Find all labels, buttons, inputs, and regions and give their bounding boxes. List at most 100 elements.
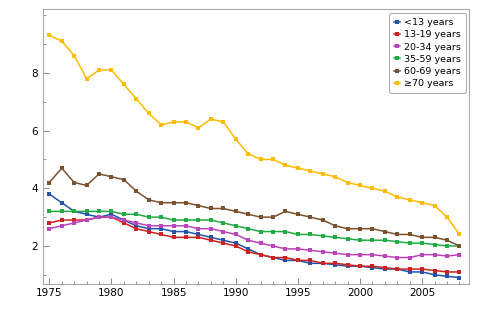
13-19 years <box>71 218 77 222</box>
60-69 years <box>233 209 239 213</box>
60-69 years <box>46 180 52 184</box>
35-59 years <box>382 238 388 242</box>
13-19 years <box>159 232 164 236</box>
13-19 years <box>171 235 176 239</box>
20-34 years <box>171 224 176 228</box>
60-69 years <box>332 224 338 228</box>
35-59 years <box>46 209 52 213</box>
<13 years <box>121 218 127 222</box>
60-69 years <box>171 201 176 205</box>
60-69 years <box>295 212 301 216</box>
<13 years <box>159 227 164 231</box>
≥70 years <box>84 77 90 81</box>
≥70 years <box>258 158 263 161</box>
13-19 years <box>295 259 301 262</box>
35-59 years <box>171 218 176 222</box>
13-19 years <box>195 235 201 239</box>
<13 years <box>96 215 102 219</box>
35-59 years <box>444 244 450 248</box>
60-69 years <box>320 218 326 222</box>
≥70 years <box>308 169 313 173</box>
≥70 years <box>320 172 326 176</box>
<13 years <box>146 227 152 231</box>
≥70 years <box>382 189 388 193</box>
13-19 years <box>146 230 152 233</box>
≥70 years <box>183 120 189 124</box>
20-34 years <box>220 230 226 233</box>
60-69 years <box>195 204 201 208</box>
60-69 years <box>59 166 65 170</box>
≥70 years <box>195 126 201 129</box>
20-34 years <box>320 250 326 254</box>
20-34 years <box>134 221 139 225</box>
35-59 years <box>195 218 201 222</box>
60-69 years <box>159 201 164 205</box>
35-59 years <box>71 209 77 213</box>
60-69 years <box>345 227 351 231</box>
20-34 years <box>382 254 388 258</box>
<13 years <box>283 259 288 262</box>
<13 years <box>258 253 263 256</box>
20-34 years <box>332 251 338 255</box>
<13 years <box>134 224 139 228</box>
13-19 years <box>233 244 239 248</box>
35-59 years <box>96 209 102 213</box>
20-34 years <box>456 253 462 256</box>
≥70 years <box>332 175 338 179</box>
≥70 years <box>159 123 164 127</box>
<13 years <box>370 266 376 270</box>
35-59 years <box>320 234 326 238</box>
60-69 years <box>407 232 412 236</box>
35-59 years <box>59 209 65 213</box>
≥70 years <box>370 186 376 190</box>
20-34 years <box>59 224 65 228</box>
<13 years <box>208 235 214 239</box>
60-69 years <box>419 235 425 239</box>
13-19 years <box>444 270 450 274</box>
60-69 years <box>370 227 376 231</box>
<13 years <box>456 276 462 280</box>
≥70 years <box>146 112 152 115</box>
≥70 years <box>121 83 127 86</box>
20-34 years <box>146 224 152 228</box>
<13 years <box>59 201 65 205</box>
≥70 years <box>419 201 425 205</box>
Line: ≥70 years: ≥70 years <box>47 33 462 237</box>
35-59 years <box>456 244 462 248</box>
35-59 years <box>84 209 90 213</box>
35-59 years <box>270 230 276 233</box>
<13 years <box>295 259 301 262</box>
35-59 years <box>245 227 251 231</box>
<13 years <box>432 273 437 277</box>
13-19 years <box>208 238 214 242</box>
60-69 years <box>183 201 189 205</box>
≥70 years <box>71 54 77 58</box>
20-34 years <box>270 244 276 248</box>
13-19 years <box>332 261 338 265</box>
13-19 years <box>59 218 65 222</box>
35-59 years <box>134 212 139 216</box>
<13 years <box>345 264 351 268</box>
35-59 years <box>220 221 226 225</box>
<13 years <box>46 192 52 196</box>
20-34 years <box>245 238 251 242</box>
20-34 years <box>295 247 301 251</box>
20-34 years <box>283 247 288 251</box>
<13 years <box>84 212 90 216</box>
20-34 years <box>357 253 363 256</box>
35-59 years <box>345 237 351 241</box>
13-19 years <box>283 256 288 260</box>
Legend: <13 years, 13-19 years, 20-34 years, 35-59 years, 60-69 years, ≥70 years: <13 years, 13-19 years, 20-34 years, 35-… <box>389 13 466 93</box>
20-34 years <box>159 224 164 228</box>
35-59 years <box>419 241 425 245</box>
35-59 years <box>159 215 164 219</box>
<13 years <box>71 209 77 213</box>
13-19 years <box>109 215 114 219</box>
<13 years <box>245 247 251 251</box>
20-34 years <box>109 215 114 219</box>
≥70 years <box>407 198 412 202</box>
20-34 years <box>46 227 52 231</box>
60-69 years <box>208 207 214 210</box>
60-69 years <box>382 230 388 233</box>
13-19 years <box>258 253 263 256</box>
